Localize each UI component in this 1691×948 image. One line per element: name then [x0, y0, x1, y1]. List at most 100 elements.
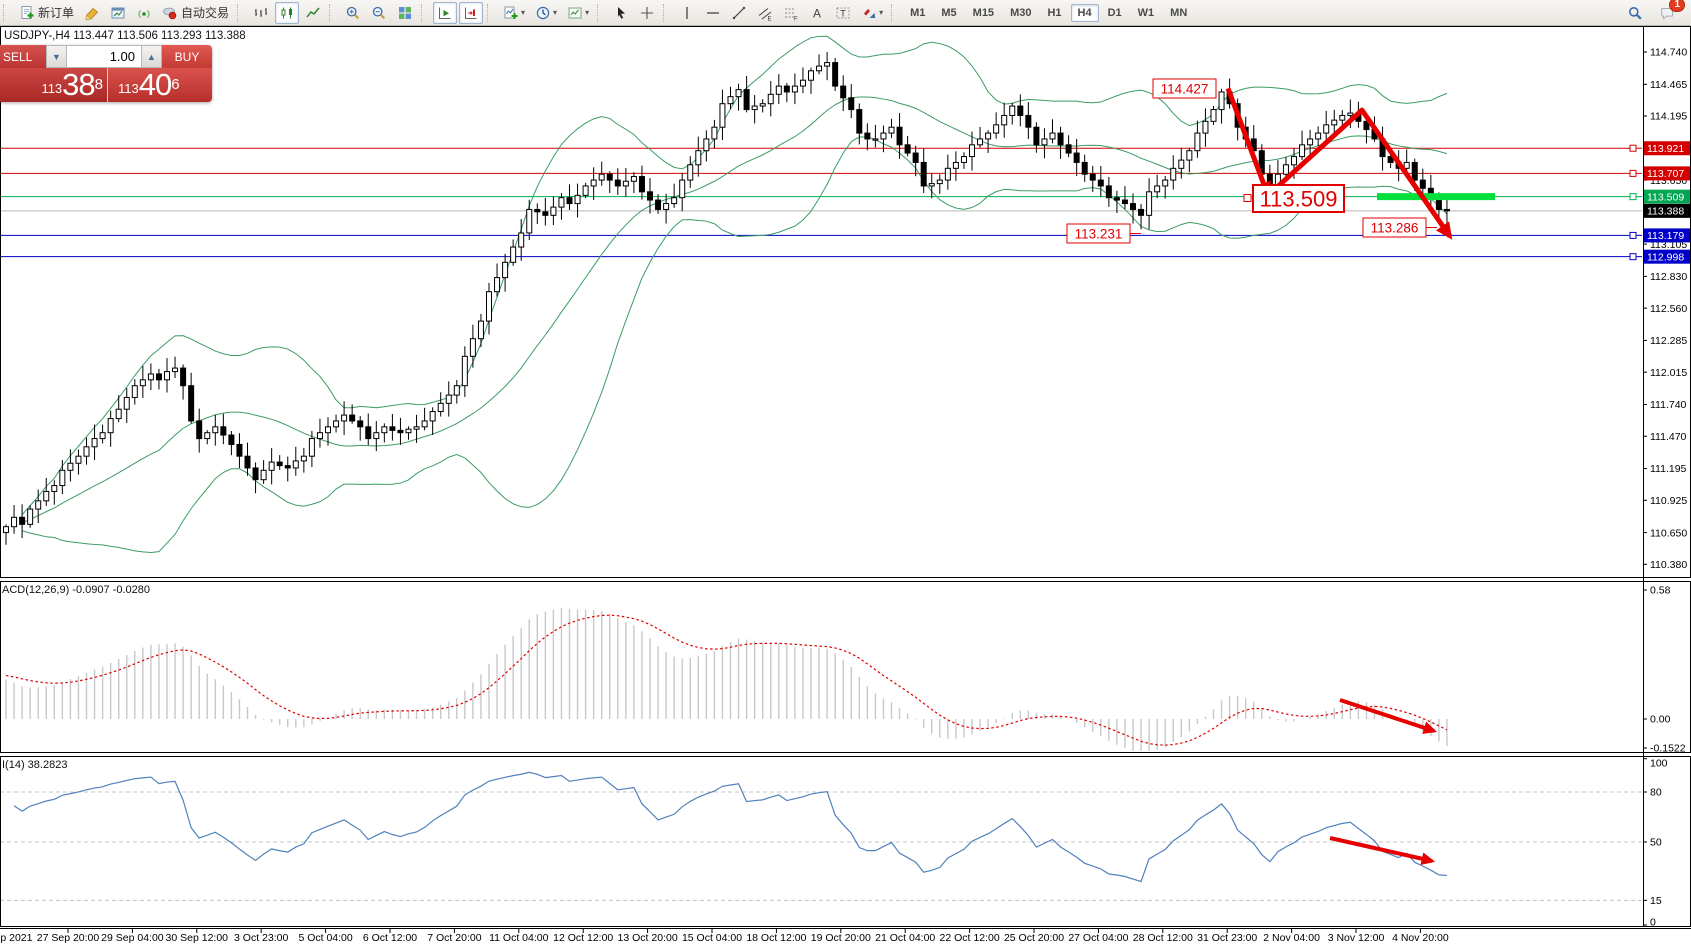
search-icon [1627, 5, 1643, 21]
periods-icon [535, 5, 551, 21]
level-line-handle[interactable] [1629, 169, 1637, 177]
svg-text:111.740: 111.740 [1650, 399, 1687, 411]
equidistant-channel-button[interactable]: E [753, 2, 777, 24]
trendline-button[interactable] [727, 2, 751, 24]
tile-windows-button[interactable] [393, 2, 417, 24]
toolbar-group-5 [608, 1, 660, 25]
ask-price[interactable]: 113 40 6 [108, 68, 212, 102]
arrows-button[interactable]: ▾ [857, 2, 887, 24]
macd-axis[interactable]: 0.58 0.00 -0.1522 [1643, 585, 1686, 755]
timeframe-mn-button[interactable]: MN [1170, 6, 1188, 19]
zoom-in-button[interactable] [341, 2, 365, 24]
toolbar-separator [597, 3, 604, 22]
macd-trend-arrow[interactable] [1339, 698, 1438, 734]
templates-button[interactable]: ▾ [563, 2, 593, 24]
svg-text:114.465: 114.465 [1650, 79, 1687, 91]
bollinger-middle-band[interactable] [21, 96, 1448, 524]
bid-big-digits: 38 [62, 67, 95, 102]
toolbar-group-6: E F A T ▾ [674, 1, 888, 25]
price-axis[interactable]: 114.740114.465114.195113.650113.105112.8… [1643, 47, 1690, 571]
macd-panel[interactable] [5, 607, 1448, 751]
fibonacci-button[interactable]: F [779, 2, 803, 24]
periods-button[interactable]: ▾ [531, 2, 561, 24]
chart-bars-icon [253, 5, 269, 21]
toolbar-right: 1 [1622, 0, 1691, 24]
rsi-trend-arrow[interactable] [1329, 836, 1436, 865]
candlesticks[interactable] [3, 52, 1450, 545]
text-button[interactable]: A [805, 2, 829, 24]
search-button[interactable] [1623, 2, 1647, 24]
trend-arrow-0[interactable] [1225, 87, 1271, 200]
channel-icon: E [757, 5, 773, 21]
sell-button[interactable]: SELL [0, 45, 46, 68]
chart-candles-button[interactable] [275, 1, 300, 24]
svg-text:112.015: 112.015 [1650, 367, 1687, 379]
autotrade-button[interactable]: 自动交易 [158, 2, 233, 24]
new-order-button[interactable]: 新订单 [15, 2, 78, 24]
timeframe-m5-button[interactable]: M5 [941, 6, 957, 19]
chart-shift-button[interactable] [459, 1, 484, 24]
svg-text:113.231: 113.231 [1075, 226, 1123, 241]
auto-scroll-button[interactable] [433, 1, 458, 24]
trend-annotations[interactable]: 114.427 113.231 113.286 113.509 [1066, 78, 1453, 244]
trend-arrow-1[interactable] [1266, 107, 1453, 240]
toolbar-separator [487, 3, 494, 22]
price-callout-113.286[interactable]: 113.286 [1362, 217, 1437, 238]
chat-button[interactable]: 1 [1656, 0, 1685, 24]
zoom-out-button[interactable] [367, 2, 391, 24]
toolbar-group-1 [248, 1, 326, 25]
signals-button[interactable] [132, 2, 156, 24]
svg-text:110.380: 110.380 [1650, 559, 1687, 571]
svg-text:100: 100 [1650, 758, 1668, 770]
svg-text:27 Oct 04:00: 27 Oct 04:00 [1068, 932, 1128, 944]
profiles-button[interactable] [106, 2, 130, 24]
price-callout-114.427[interactable]: 114.427 [1152, 78, 1217, 99]
svg-text:3 Oct 23:00: 3 Oct 23:00 [234, 932, 288, 944]
chart-ohlc-header: USDJPY-,H4 113.447 113.506 113.293 113.3… [4, 30, 246, 42]
bollinger-lower-band[interactable] [21, 136, 1448, 554]
timeframe-w1-button[interactable]: W1 [1137, 6, 1155, 19]
hline-icon [705, 5, 721, 21]
level-line-handle[interactable] [1629, 193, 1637, 201]
level-line-handle[interactable] [1629, 253, 1637, 261]
timeframe-m1-button[interactable]: M1 [910, 6, 926, 19]
svg-text:50: 50 [1650, 837, 1662, 849]
rsi-line [13, 771, 1447, 883]
bollinger-upper-band[interactable] [21, 35, 1448, 516]
volume-input[interactable] [67, 45, 141, 68]
level-line-handle[interactable] [1629, 231, 1637, 239]
timeframe-h4-button[interactable]: H4 [1070, 3, 1099, 22]
bid-price[interactable]: 113 38 8 [0, 68, 108, 102]
cursor-button[interactable] [609, 2, 633, 24]
vertical-line-button[interactable] [675, 2, 699, 24]
svg-text:5 Oct 04:00: 5 Oct 04:00 [298, 932, 352, 944]
crosshair-button[interactable] [635, 2, 659, 24]
svg-text:3 Nov 12:00: 3 Nov 12:00 [1328, 932, 1385, 944]
price-callout-113.231[interactable]: 113.231 [1066, 223, 1141, 244]
level-line-handle[interactable] [1629, 144, 1637, 152]
volume-decrease-button[interactable]: ▼ [46, 45, 67, 68]
fibo-icon: F [783, 5, 799, 21]
volume-increase-button[interactable]: ▲ [141, 45, 162, 68]
svg-text:113.388: 113.388 [1647, 206, 1684, 218]
buy-button[interactable]: BUY [162, 45, 212, 68]
indicators-button[interactable]: ▾ [499, 2, 529, 24]
timeframe-d1-button[interactable]: D1 [1107, 6, 1122, 19]
price-callout-113.509[interactable]: 113.509 [1243, 184, 1345, 213]
chart-bars-button[interactable] [249, 2, 273, 24]
rsi-panel[interactable] [0, 771, 1643, 901]
rsi-axis[interactable]: 100 80 50 15 0 [1643, 758, 1668, 929]
horizontal-line-button[interactable] [701, 2, 725, 24]
chevron-down-icon: ▾ [585, 8, 590, 17]
text-label-button[interactable]: T [831, 2, 855, 24]
chart-line-button[interactable] [301, 2, 325, 24]
highlight-button[interactable] [80, 2, 104, 24]
timeframe-h1-button[interactable]: H1 [1047, 6, 1062, 19]
timeframe-m15-button[interactable]: M15 [972, 6, 995, 19]
chevron-down-icon: ▾ [521, 8, 526, 17]
timeframe-m30-button[interactable]: M30 [1010, 6, 1032, 19]
svg-text:110.925: 110.925 [1650, 495, 1687, 507]
